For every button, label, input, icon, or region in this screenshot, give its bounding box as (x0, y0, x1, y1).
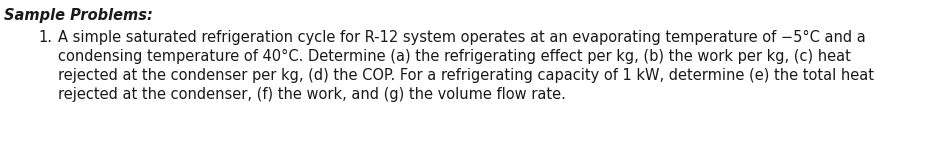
Text: condensing temperature of 40°C. Determine (a) the refrigerating effect per kg, (: condensing temperature of 40°C. Determin… (58, 49, 851, 64)
Text: 1.: 1. (38, 30, 52, 45)
Text: rejected at the condenser, (f) the work, and (g) the volume flow rate.: rejected at the condenser, (f) the work,… (58, 87, 566, 102)
Text: A simple saturated refrigeration cycle for R-12 system operates at an evaporatin: A simple saturated refrigeration cycle f… (58, 30, 866, 45)
Text: rejected at the condenser per kg, (d) the COP. For a refrigerating capacity of 1: rejected at the condenser per kg, (d) th… (58, 68, 874, 83)
Text: Sample Problems:: Sample Problems: (4, 8, 153, 23)
